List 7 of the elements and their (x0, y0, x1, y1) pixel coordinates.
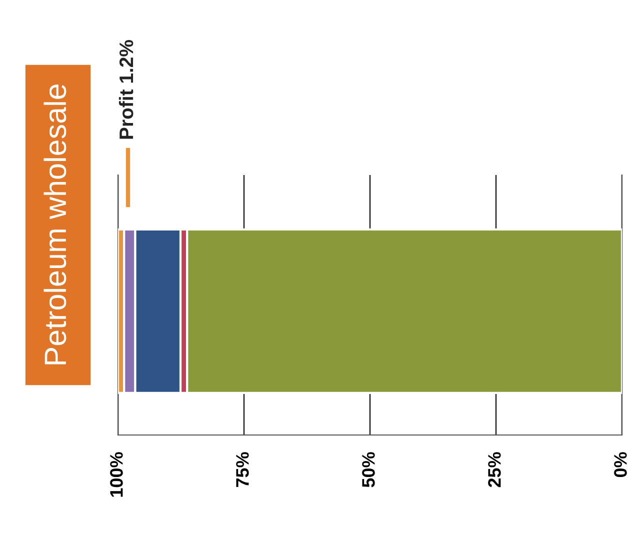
chart-title: Petroleum wholesale (44, 84, 66, 364)
x-tick-label: 25% (488, 452, 501, 488)
text: Profit 1.2% (118, 40, 134, 139)
x-tick-label: 0% (614, 452, 627, 478)
x-tick-label: 100% (110, 452, 123, 497)
x-tick-label: 50% (362, 452, 375, 488)
x-tick-label: 75% (236, 452, 249, 488)
